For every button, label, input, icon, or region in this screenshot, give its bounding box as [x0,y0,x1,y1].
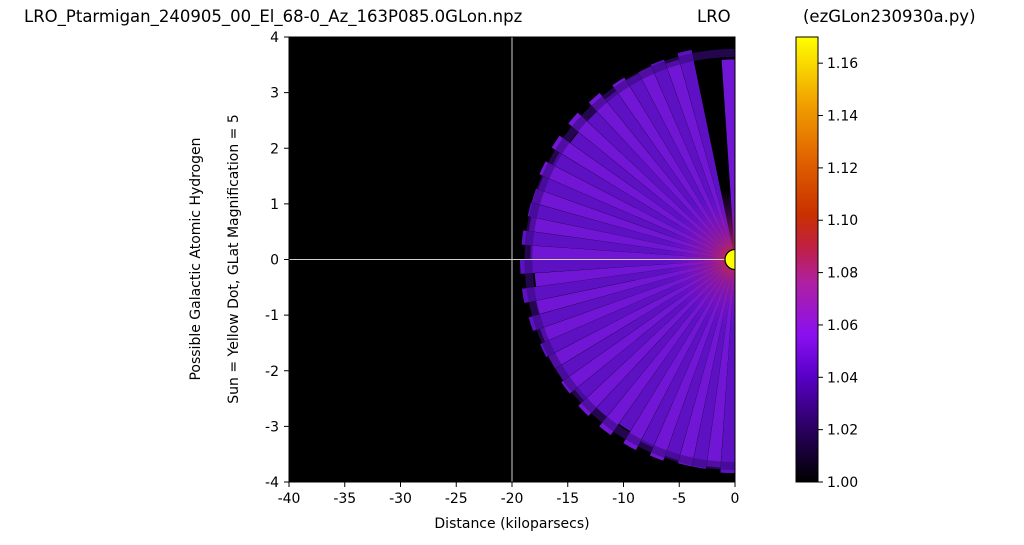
colorbar [795,36,819,483]
colorbar-tick-label: 1.10 [827,213,858,229]
colorbar-tick-label: 1.12 [827,161,858,177]
x-tick-label: -25 [445,491,468,507]
colorbar-tick-label: 1.06 [827,318,858,334]
x-tick-label: -40 [278,491,301,507]
sun-marker [724,248,735,271]
x-axis: -40 -35 -30 -25 -20 -15 -10 -5 0 [278,482,740,507]
y-tick-label: 0 [270,253,279,269]
x-tick-label: -20 [501,491,524,507]
chart-title-site: LRO [697,7,731,26]
colorbar-tick-label: 1.02 [827,423,858,439]
y-tick-label: -1 [265,308,279,324]
y-tick-label: 4 [270,30,279,46]
colorbar-tick-label: 1.08 [827,266,858,282]
y-axis: 4 3 2 1 0 -1 -2 -3 -4 [265,30,289,491]
colorbar-axis: 1.00 1.02 1.04 1.06 1.08 1.10 1.12 1.14 1.16 [818,56,858,491]
y-axis-label-line2: Sun = Yellow Dot, GLat Magnification = 5 [226,114,242,403]
colorbar-tick-label: 1.00 [827,475,858,491]
x-tick-label: 0 [731,491,740,507]
y-tick-label: 1 [270,197,279,213]
x-tick-label: -15 [556,491,579,507]
colorbar-tick-label: 1.04 [827,370,858,386]
colorbar-tick-label: 1.14 [827,109,858,125]
x-tick-label: -35 [333,491,356,507]
y-tick-label: 2 [270,141,279,157]
x-tick-label: -30 [389,491,412,507]
x-axis-label: Distance (kiloparsecs) [434,516,589,532]
y-tick-label: 3 [270,86,279,102]
y-tick-label: -4 [265,475,279,491]
y-tick-label: -3 [265,419,279,435]
y-axis-label-line1: Possible Galactic Atomic Hydrogen [188,137,204,380]
chart-title-filename: LRO_Ptarmigan_240905_00_El_68-0_Az_163P0… [24,7,523,26]
chart-title-script: (ezGLon230930a.py) [803,7,976,26]
x-tick-label: -5 [672,491,686,507]
colorbar-tick-label: 1.16 [827,56,858,72]
x-tick-label: -10 [612,491,635,507]
hydrogen-emission-fan [520,48,735,474]
y-tick-label: -2 [265,364,279,380]
